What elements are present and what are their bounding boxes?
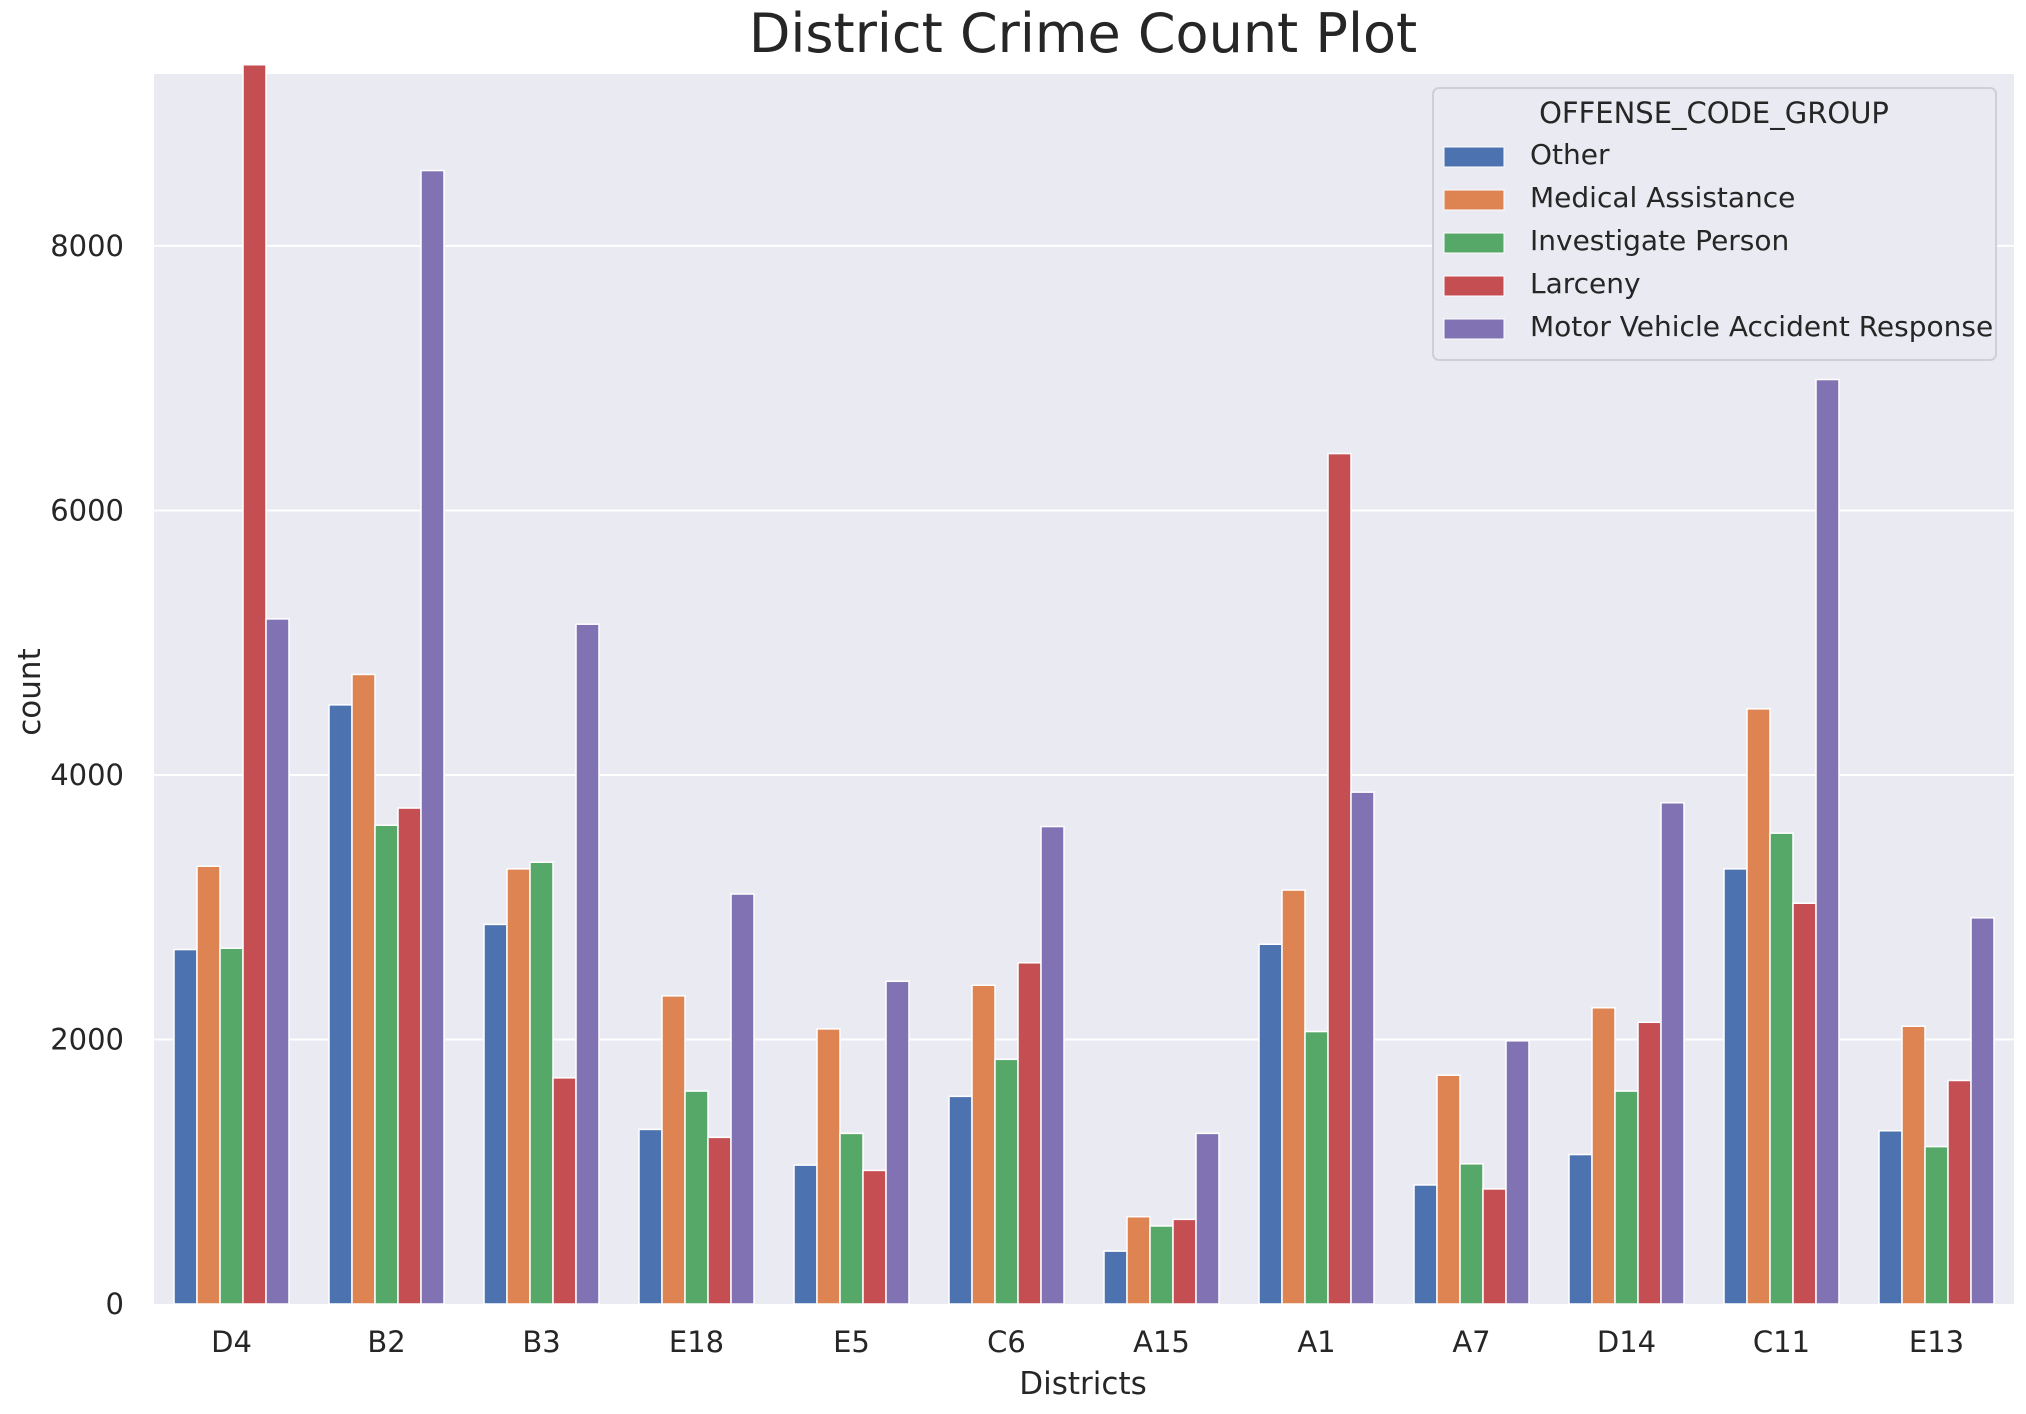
bar-e18-other	[638, 1128, 663, 1305]
legend-item-label: Motor Vehicle Accident Response	[1530, 310, 1993, 343]
legend-swatch	[1443, 275, 1505, 297]
y-tick-label: 0	[106, 1287, 124, 1321]
bar-d14-medical-assistance	[1591, 1006, 1616, 1305]
y-tick-label: 2000	[50, 1022, 124, 1056]
y-axis-label: count	[12, 648, 48, 735]
bar-e13-motor-vehicle-accident-response	[1970, 917, 1995, 1305]
x-tick-label: E18	[669, 1325, 724, 1359]
legend-item-label: Other	[1530, 138, 1610, 171]
bar-e18-motor-vehicle-accident-response	[730, 893, 755, 1305]
bar-b3-investigate-person	[529, 861, 554, 1305]
bar-c11-motor-vehicle-accident-response	[1815, 378, 1840, 1305]
bar-e13-larceny	[1947, 1079, 1972, 1305]
bar-b3-motor-vehicle-accident-response	[575, 623, 600, 1305]
bar-a15-investigate-person	[1149, 1225, 1174, 1305]
bar-a1-motor-vehicle-accident-response	[1350, 791, 1375, 1305]
bar-a15-medical-assistance	[1126, 1215, 1151, 1305]
x-tick-label: D14	[1597, 1325, 1656, 1359]
bar-a1-larceny	[1327, 452, 1352, 1305]
bar-b2-larceny	[397, 807, 422, 1305]
legend-item-label: Medical Assistance	[1530, 181, 1795, 214]
bar-a7-motor-vehicle-accident-response	[1505, 1040, 1530, 1305]
bar-group	[173, 63, 1995, 1305]
bar-c11-larceny	[1792, 902, 1817, 1305]
bar-a15-larceny	[1172, 1218, 1197, 1305]
legend-swatch	[1443, 318, 1505, 340]
bar-c6-medical-assistance	[971, 984, 996, 1305]
chart-title: District Crime Count Plot	[749, 2, 1417, 65]
bar-c11-investigate-person	[1769, 832, 1794, 1305]
bar-a7-larceny	[1482, 1188, 1507, 1305]
bar-a7-medical-assistance	[1436, 1074, 1461, 1305]
bar-d4-investigate-person	[219, 947, 244, 1305]
bar-b3-medical-assistance	[506, 868, 531, 1305]
bar-a15-other	[1103, 1250, 1128, 1305]
x-tick-label: A15	[1133, 1325, 1190, 1359]
bar-e18-larceny	[707, 1136, 732, 1305]
x-axis-label: Districts	[1019, 1366, 1147, 1402]
x-tick-label: A1	[1297, 1325, 1335, 1359]
bar-b3-larceny	[552, 1077, 577, 1305]
bar-e13-medical-assistance	[1901, 1025, 1926, 1305]
bar-b3-other	[483, 923, 508, 1305]
bar-d4-larceny	[242, 63, 267, 1305]
bar-e18-investigate-person	[684, 1090, 709, 1305]
y-tick-label: 4000	[50, 758, 124, 792]
bar-b2-motor-vehicle-accident-response	[420, 169, 445, 1305]
bar-e5-other	[793, 1164, 818, 1305]
bar-c6-motor-vehicle-accident-response	[1040, 825, 1065, 1305]
x-tick-label: C6	[987, 1325, 1026, 1359]
legend: OFFENSE_CODE_GROUP Other Medical Assistan…	[1432, 87, 1997, 361]
bar-c11-other	[1723, 868, 1748, 1305]
x-tick-label: E5	[833, 1325, 870, 1359]
bar-a7-investigate-person	[1459, 1163, 1484, 1305]
legend-swatch	[1443, 189, 1505, 211]
legend-swatch	[1443, 146, 1505, 168]
bar-d4-other	[173, 948, 198, 1305]
bar-d14-investigate-person	[1614, 1090, 1639, 1305]
legend-title: OFFENSE_CODE_GROUP	[1539, 96, 1889, 130]
bar-b2-medical-assistance	[351, 673, 376, 1305]
x-tick-label: A7	[1452, 1325, 1490, 1359]
bar-d14-motor-vehicle-accident-response	[1660, 801, 1685, 1305]
bar-e5-larceny	[862, 1169, 887, 1305]
bar-e18-medical-assistance	[661, 995, 686, 1305]
bar-b2-other	[328, 704, 353, 1305]
y-tick-label: 6000	[50, 493, 124, 527]
bar-a1-other	[1258, 943, 1283, 1305]
bar-b2-investigate-person	[374, 824, 399, 1305]
bar-e13-investigate-person	[1924, 1145, 1949, 1305]
legend-swatch	[1443, 232, 1505, 254]
bar-a1-investigate-person	[1304, 1030, 1329, 1305]
bar-d4-motor-vehicle-accident-response	[265, 618, 290, 1305]
bar-a15-motor-vehicle-accident-response	[1195, 1132, 1220, 1305]
bar-d14-other	[1568, 1153, 1593, 1305]
bar-d14-larceny	[1637, 1021, 1662, 1305]
bar-c11-medical-assistance	[1746, 708, 1771, 1305]
bar-c6-larceny	[1017, 962, 1042, 1305]
bar-e5-investigate-person	[839, 1132, 864, 1305]
bar-e5-medical-assistance	[816, 1028, 841, 1305]
bar-e13-other	[1878, 1129, 1903, 1305]
bar-c6-other	[948, 1095, 973, 1305]
bar-e5-motor-vehicle-accident-response	[885, 980, 910, 1305]
x-tick-label: C11	[1753, 1325, 1810, 1359]
bar-a7-other	[1413, 1184, 1438, 1305]
y-tick-label: 8000	[50, 229, 124, 263]
x-tick-label: D4	[211, 1325, 252, 1359]
axis-ticks: 0 2000 4000 6000 8000 D4 B2 B3 E18 E5 C6 A15 A1 A7 D14…	[50, 229, 1964, 1359]
x-tick-label: B2	[367, 1325, 405, 1359]
legend-item-label: Investigate Person	[1530, 224, 1789, 257]
bar-c6-investigate-person	[994, 1058, 1019, 1305]
legend-box	[1432, 87, 1997, 361]
legend-item-label: Larceny	[1530, 267, 1641, 300]
x-tick-label: B3	[522, 1325, 560, 1359]
bar-a1-medical-assistance	[1281, 889, 1306, 1305]
bar-d4-medical-assistance	[196, 865, 221, 1305]
x-tick-label: E13	[1909, 1325, 1964, 1359]
grid-lines	[154, 244, 2014, 1041]
